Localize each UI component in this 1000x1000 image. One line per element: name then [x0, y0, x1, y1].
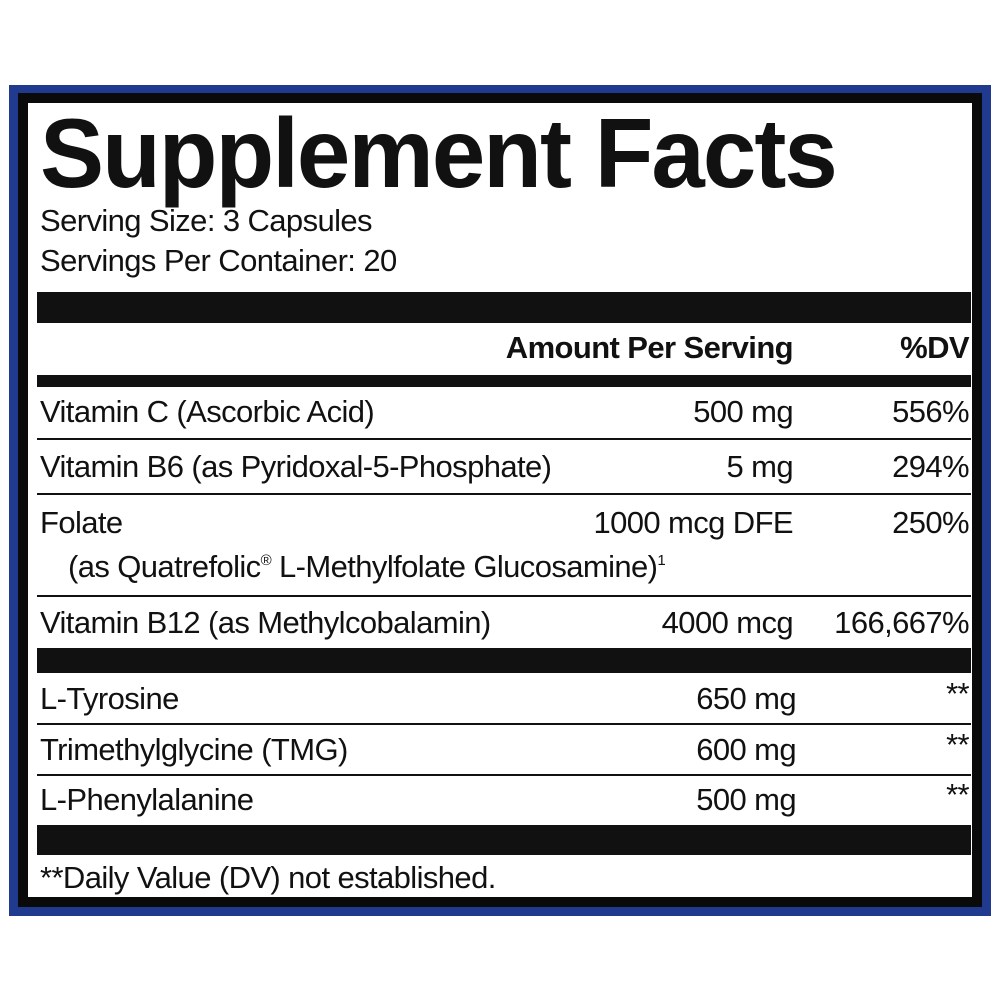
thin-divider [37, 723, 971, 725]
nutrient-dv: 250% [892, 505, 969, 540]
thin-divider [37, 438, 971, 440]
nutrient-dv: ** [946, 777, 970, 812]
thin-divider [37, 493, 971, 495]
footnote-marker: 1 [657, 552, 666, 569]
nutrient-dv: ** [946, 727, 970, 762]
nutrient-dv: 166,667% [834, 605, 969, 640]
label-title: Supplement Facts [40, 98, 838, 208]
nutrient-name: Vitamin C (Ascorbic Acid) [40, 394, 375, 429]
nutrient-name: Folate [40, 505, 123, 540]
header-dv: %DV [900, 330, 969, 365]
thick-divider [37, 825, 971, 855]
serving-size: Serving Size: 3 Capsules [40, 203, 373, 238]
nutrient-source: (as Quatrefolic® L-Methylfolate Glucosam… [68, 549, 666, 584]
nutrient-amount: 600 mg [696, 732, 796, 767]
nutrient-dv: ** [946, 676, 970, 711]
servings-per-container: Servings Per Container: 20 [40, 243, 397, 278]
nutrient-amount: 500 mg [693, 394, 793, 429]
nutrient-name: Vitamin B6 (as Pyridoxal-5-Phosphate) [40, 449, 552, 484]
medium-divider [37, 375, 971, 387]
nutrient-amount: 500 mg [696, 782, 796, 817]
nutrient-amount: 650 mg [696, 681, 796, 716]
header-amount: Amount Per Serving [505, 330, 794, 365]
nutrient-dv: 294% [892, 449, 969, 484]
nutrient-name: Vitamin B12 (as Methylcobalamin) [40, 605, 491, 640]
nutrient-amount: 1000 mcg DFE [593, 505, 793, 540]
nutrient-amount: 4000 mcg [661, 605, 794, 640]
nutrient-amount: 5 mg [726, 449, 793, 484]
nutrient-name: L-Tyrosine [40, 681, 179, 716]
label-panel [28, 103, 972, 897]
nutrient-dv: 556% [892, 394, 969, 429]
thick-divider [37, 648, 971, 673]
thick-divider [37, 292, 971, 323]
footnote: **Daily Value (DV) not established. [40, 860, 496, 895]
thin-divider [37, 595, 971, 597]
nutrient-name: L-Phenylalanine [40, 782, 254, 817]
thin-divider [37, 774, 971, 776]
nutrient-name: Trimethylglycine (TMG) [40, 732, 348, 767]
